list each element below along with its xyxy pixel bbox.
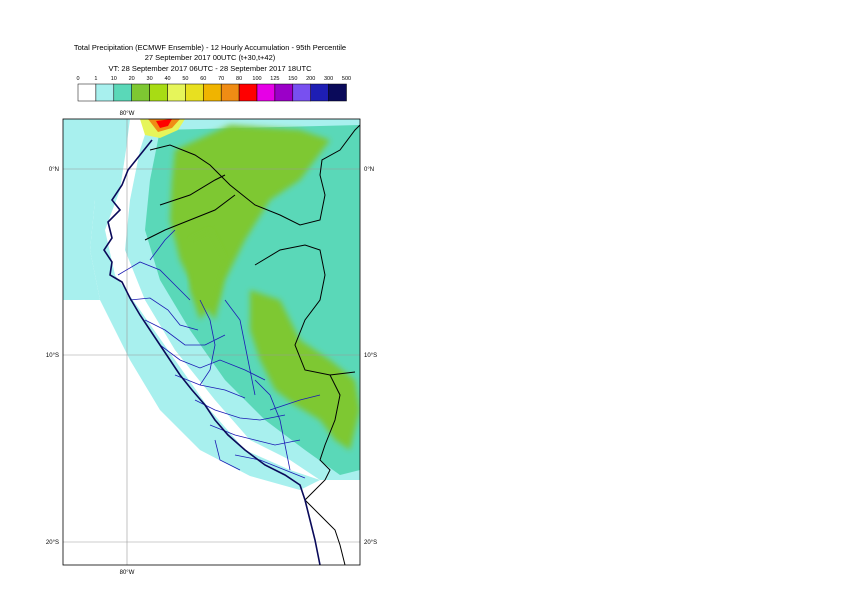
- map-title: Total Precipitation (ECMWF Ensemble) - 1…: [73, 43, 347, 52]
- legend-threshold-label: 150: [288, 76, 297, 82]
- legend-threshold-label: 300: [324, 76, 333, 82]
- coastline: [103, 139, 321, 565]
- color-legend: 0 1 10 20 30 40 50 60 70 80 100 125 150 200 300 500: [76, 76, 351, 102]
- legend-threshold-label: 50: [182, 76, 188, 82]
- base-time: 27 September 2017 00UTC (t+30,t+42): [144, 53, 276, 62]
- region-borders: [117, 229, 321, 479]
- precip-area-heavy-central: [190, 230, 225, 320]
- legend-threshold-label: 1: [94, 76, 97, 82]
- map-frame: [62, 118, 361, 566]
- lat-label-right-10s: 10°S: [364, 353, 377, 359]
- legend-threshold-label: 40: [164, 76, 170, 82]
- legend-threshold-label: 80: [236, 76, 242, 82]
- precip-area-ocean-south: [63, 200, 100, 300]
- legend-threshold-label: 60: [200, 76, 206, 82]
- lat-label-left-0: 0°N: [49, 167, 59, 173]
- legend-threshold-label: 70: [218, 76, 224, 82]
- legend-threshold-label: 125: [270, 76, 279, 82]
- legend-threshold-label: 20: [129, 76, 135, 82]
- lon-label-bottom: 80°W: [120, 570, 135, 576]
- legend-threshold-label: 100: [252, 76, 261, 82]
- legend-threshold-label: 200: [306, 76, 315, 82]
- legend-threshold-label: 0: [76, 76, 79, 82]
- lat-label-right-20s: 20°S: [364, 540, 377, 546]
- country-borders: [144, 124, 360, 565]
- lat-label-left-10s: 10°S: [46, 353, 59, 359]
- legend-threshold-label: 500: [342, 76, 351, 82]
- precip-area-ocean: [63, 119, 320, 490]
- valid-time: VT: 28 September 2017 06UTC - 28 Septemb…: [108, 64, 312, 73]
- precip-peak-red: [156, 119, 172, 128]
- lon-label-top: 80°W: [120, 111, 135, 117]
- legend-threshold-label: 30: [147, 76, 153, 82]
- legend-swatch: [328, 83, 347, 102]
- lat-label-left-20s: 20°S: [46, 540, 59, 546]
- legend-threshold-label: 10: [111, 76, 117, 82]
- lat-label-right-0: 0°N: [364, 167, 374, 173]
